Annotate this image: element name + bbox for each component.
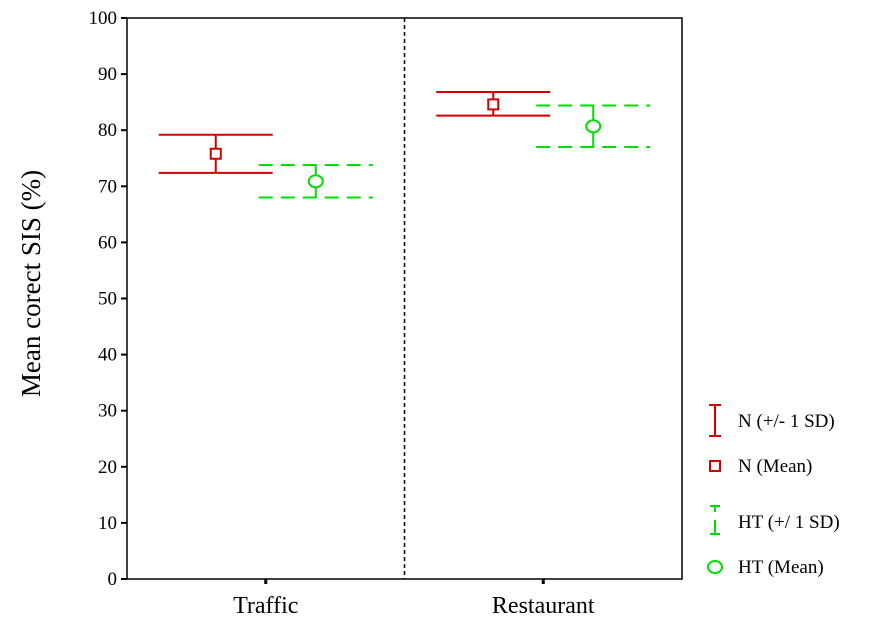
legend-label: N (Mean): [738, 456, 812, 477]
legend-label: HT (Mean): [738, 557, 824, 578]
y-tick-label: 60: [98, 232, 117, 253]
y-tick-label: 80: [98, 120, 117, 141]
y-tick-label: 90: [98, 64, 117, 85]
legend-swatch: [709, 460, 721, 472]
legend-item: HT (+/ 1 SD): [710, 505, 840, 535]
mean-marker: [585, 119, 602, 134]
legend-swatch: [707, 560, 723, 574]
y-tick-label: 20: [98, 457, 117, 478]
y-tick-label: 0: [108, 569, 118, 590]
legend-item: N (Mean): [709, 456, 812, 477]
mean-marker: [209, 147, 222, 160]
y-tick-label: 100: [89, 8, 118, 29]
legend: N (+/- 1 SD) N (Mean) HT (+/ 1 SD) HT (Mean…: [707, 404, 840, 578]
y-tick-label: 10: [98, 513, 117, 534]
legend-item: HT (Mean): [707, 557, 824, 578]
errorbar-ht-restaurant: [536, 104, 651, 149]
legend-item: N (+/- 1 SD): [709, 404, 835, 437]
legend-label: HT (+/ 1 SD): [738, 512, 840, 533]
x-category-label: Traffic: [233, 593, 298, 619]
legend-label: N (+/- 1 SD): [738, 411, 835, 432]
mean-marker: [487, 98, 500, 111]
x-category-label: Restaurant: [492, 593, 595, 619]
errorbar-n-restaurant: [436, 91, 551, 117]
y-tick-label: 70: [98, 176, 117, 197]
chart-marks: [158, 91, 651, 199]
y-axis-title: Mean corect SIS (%): [16, 170, 46, 397]
y-tick-label: 40: [98, 345, 117, 366]
y-tick-label: 50: [98, 289, 117, 310]
mean-marker: [307, 174, 324, 189]
errorbar-ht-traffic: [258, 163, 373, 199]
y-axis: 0 10 20 30 40 50 60 70 80 90 100: [89, 8, 127, 590]
y-tick-label: 30: [98, 401, 117, 422]
errorbar-n-traffic: [158, 133, 273, 174]
x-axis: Traffic Restaurant: [233, 579, 595, 619]
